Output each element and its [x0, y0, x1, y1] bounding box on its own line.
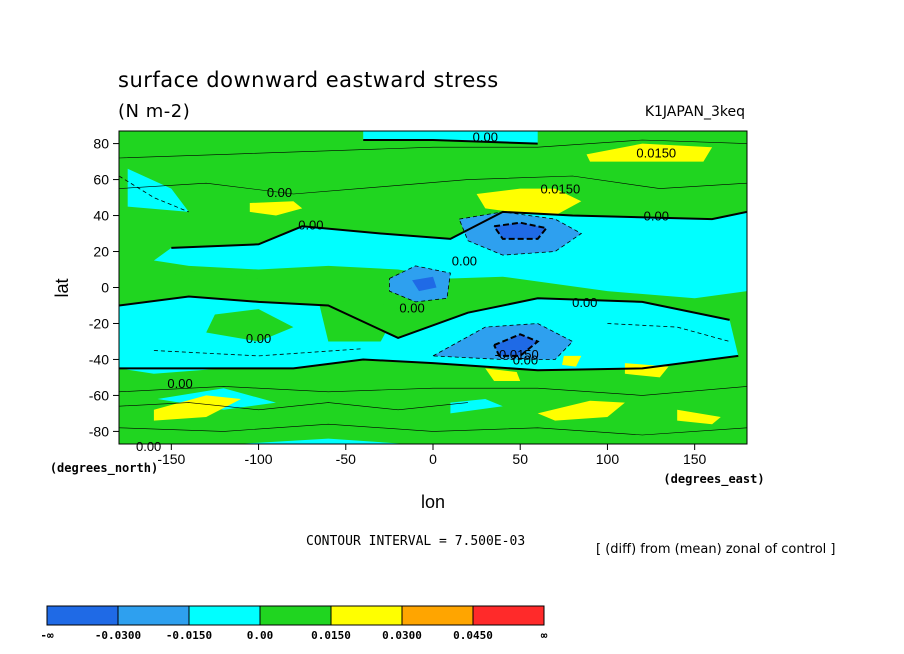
x-tick-label: 150: [683, 451, 707, 467]
x-tick-label: -150: [157, 451, 185, 467]
y-tick-label: 60: [93, 172, 109, 188]
field-yellow-7: [485, 368, 521, 381]
field-deepblue-0: [494, 222, 547, 239]
colorbar-label: 0.0150: [311, 629, 351, 642]
y-axis-units: (degrees_north): [50, 461, 158, 476]
field-deepblue-1: [412, 276, 437, 292]
colorbar-label: 0.0450: [453, 629, 493, 642]
contour-label: 0.00: [452, 254, 477, 269]
contour-thin-3: [119, 423, 747, 436]
y-tick-label: -20: [89, 315, 109, 331]
contour-thin-2: [119, 386, 747, 396]
field-yellow-6: [562, 355, 582, 367]
x-axis: -150 -100 -50 0 50 100 150 lon (degrees_east): [157, 444, 765, 512]
y-tick-label: 20: [93, 244, 109, 260]
y-tick-label: 0: [101, 280, 109, 296]
field-yellow-1: [476, 188, 582, 216]
y-tick-label: -40: [89, 351, 109, 367]
contour-thin-1: [119, 175, 747, 195]
colorbar-swatch: [117, 605, 190, 626]
y-tick-label: -60: [89, 387, 109, 403]
contour-label: 0.00: [246, 331, 271, 346]
colorbar: -∞ -0.0300 -0.0150 0.00 0.0150 0.0300 0.0450 ∞: [40, 605, 548, 642]
contour-labels: 0.00 0.0150 0.0150 0.00 0.00 0.00 0.00 0.00 0.00…: [136, 129, 676, 453]
contour-label: 0.00: [267, 185, 292, 200]
colorbar-swatch: [401, 605, 474, 626]
contour-label: 0.0150: [636, 146, 676, 161]
y-tick-label: -80: [89, 423, 109, 439]
field-green-0: [206, 309, 294, 342]
field-cyan-2: [363, 131, 538, 144]
chart-title: surface downward eastward stress: [118, 68, 499, 92]
contour-label: 0.0150: [540, 182, 580, 197]
contour-fields: [119, 131, 747, 444]
contour-zero-2: [119, 354, 739, 372]
colorbar-label: -∞: [40, 629, 54, 642]
field-yellow-0: [586, 143, 713, 162]
contour-interval: CONTOUR INTERVAL = 7.500E-03: [306, 534, 526, 549]
contour-label: 0.00: [644, 209, 669, 224]
field-deepblue-2: [494, 334, 538, 356]
contour-thin-0: [119, 139, 747, 159]
contour-min-0: [493, 221, 549, 240]
colorbar-swatch: [330, 605, 403, 626]
y-axis: 80 60 40 20 0 -20 -40 -60 -80 lat (degrees_north): [50, 136, 158, 476]
contour-min-1: [493, 333, 540, 357]
colorbar-label: ∞: [541, 629, 548, 642]
colorbar-label: 0.00: [247, 629, 274, 642]
x-tick-label: 0: [429, 451, 437, 467]
contour-negative-5: [607, 323, 730, 342]
contour-label: 0.00: [399, 300, 424, 315]
field-cyan-0: [153, 211, 747, 299]
field-yellow-4: [537, 400, 625, 421]
field-yellow-8: [677, 409, 721, 425]
x-tick-label: 100: [596, 451, 620, 467]
field-cyan-5: [450, 399, 503, 414]
contour-label: 0.00: [298, 218, 323, 233]
contour-thin-4: [119, 402, 468, 411]
field-yellow-2: [249, 201, 303, 216]
contour-negative-3: [119, 175, 189, 213]
run-label: K1JAPAN_3keq: [644, 104, 745, 120]
colorbar-label: -0.0300: [95, 629, 141, 642]
contour-lines: [119, 139, 747, 436]
contour-zero-1: [119, 295, 730, 339]
contour-zero-0: [171, 210, 747, 249]
field-cyan-6: [236, 438, 407, 444]
colorbar-swatch: [472, 605, 545, 626]
x-tick-label: -100: [245, 451, 273, 467]
colorbar-swatch: [259, 605, 332, 626]
y-axis-label: lat: [52, 278, 72, 297]
y-tick-label: 80: [93, 136, 109, 152]
contour-label: 0.00: [473, 129, 498, 144]
contour-label: -0.0150: [495, 347, 539, 362]
field-cyan-3: [127, 168, 189, 212]
contour-label: 0.00: [167, 376, 192, 391]
colorbar-label: 0.0300: [382, 629, 422, 642]
x-tick-label: -50: [336, 451, 356, 467]
x-axis-units: (degrees_east): [663, 472, 764, 487]
colorbar-label: -0.0150: [166, 629, 212, 642]
colorbar-swatch: [188, 605, 261, 626]
difference-note: [ (diff) from (mean) zonal of control ]: [596, 542, 836, 557]
contour-negative-2: [389, 265, 451, 303]
contour-negative-0: [458, 211, 583, 256]
field-green-2: [171, 269, 259, 284]
y-tick-label: 40: [93, 208, 109, 224]
contour-negative-1: [432, 323, 574, 360]
contour-label: 0.00: [513, 352, 538, 367]
contour-zero-3: [363, 139, 538, 145]
chart-units: (N m-2): [118, 101, 191, 122]
x-axis-label: lon: [421, 492, 445, 512]
contour-label: 0.00: [136, 439, 161, 454]
contour-label: 0.00: [572, 295, 597, 310]
colorbar-swatch: [46, 605, 119, 626]
field-yellow-3: [153, 395, 242, 421]
x-tick-label: 50: [512, 451, 528, 467]
